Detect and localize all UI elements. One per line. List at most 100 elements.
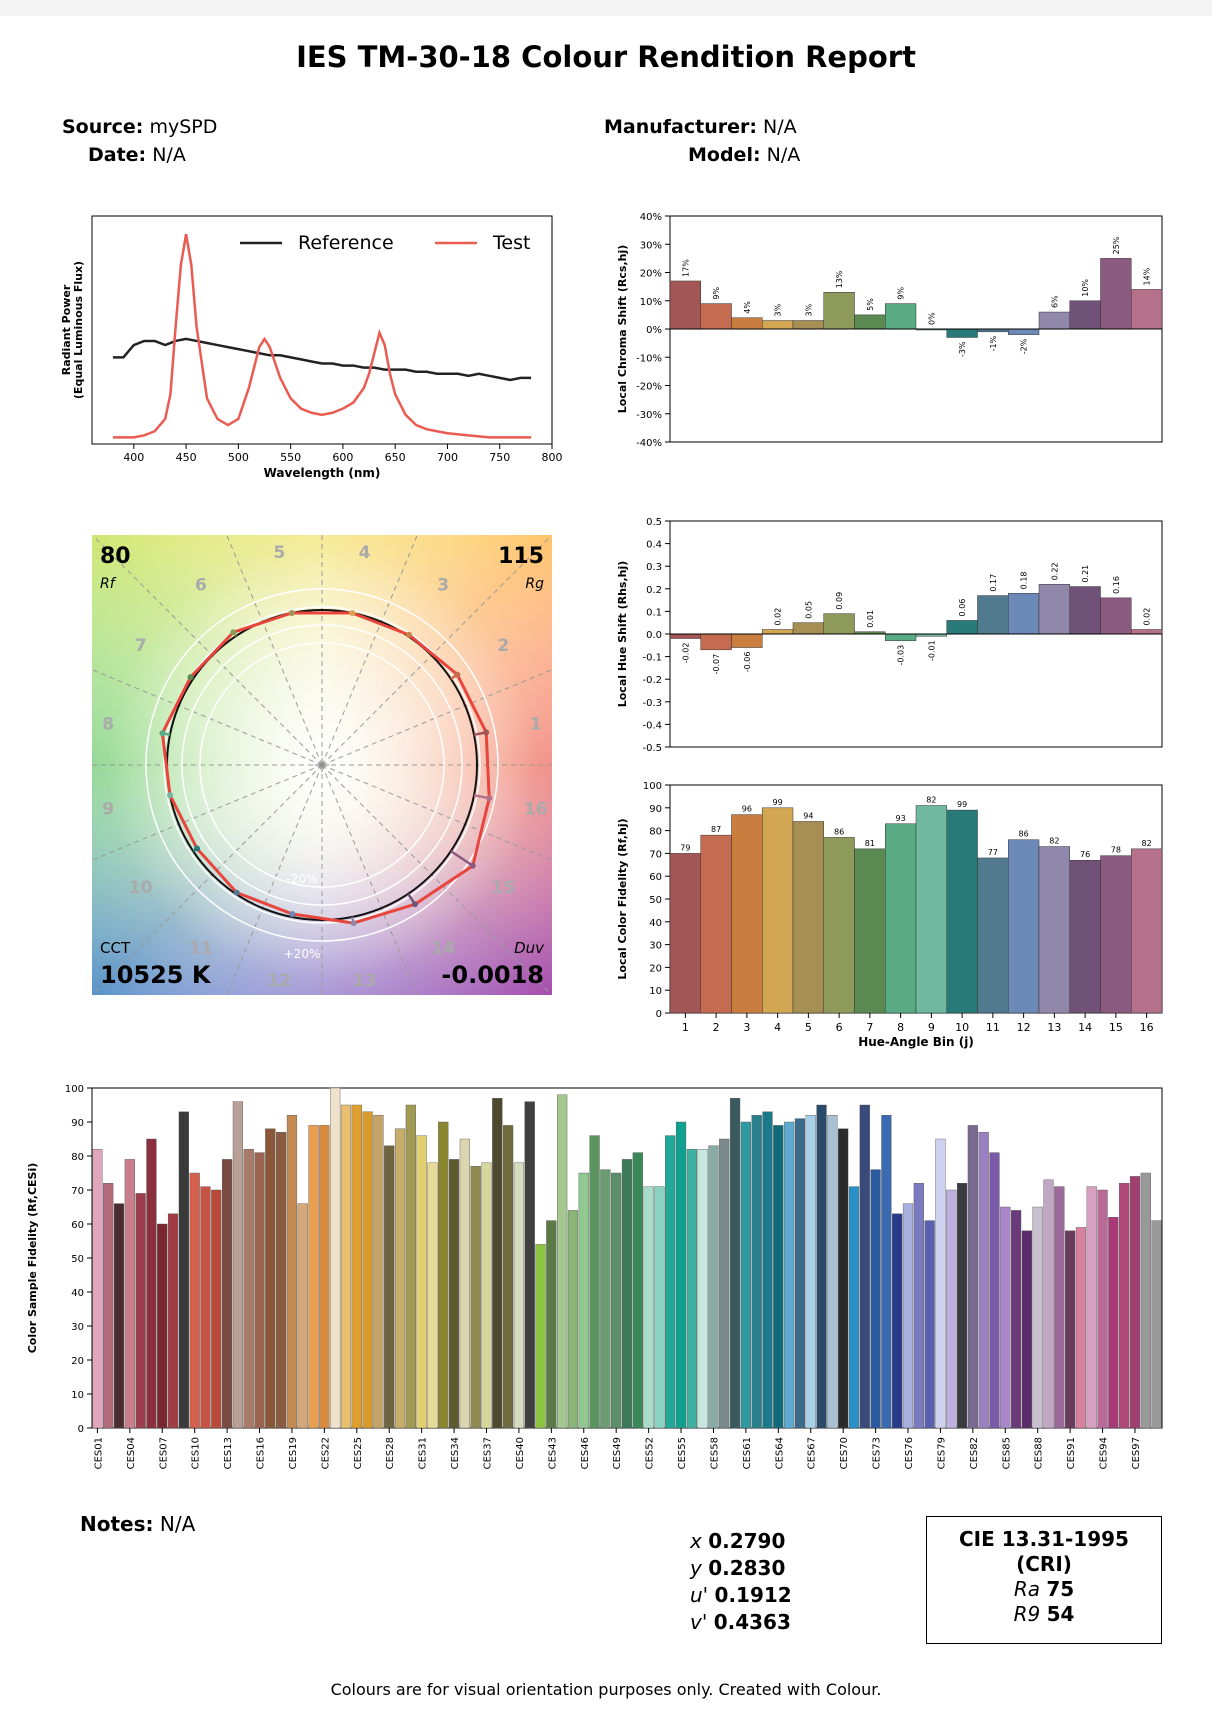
- sf-xtick-label: CES34: [450, 1437, 461, 1469]
- sf-bar: [967, 1125, 978, 1429]
- local-fidelity-bar: [885, 823, 917, 1014]
- sf-xtick-label: CES97: [1131, 1437, 1142, 1469]
- cvg-arrow-head: [193, 845, 200, 852]
- sf-xtick-label: CES49: [612, 1437, 623, 1469]
- sf-bar: [729, 1098, 741, 1429]
- sf-bar: [297, 1203, 308, 1429]
- cvg-bin-number: 7: [135, 636, 147, 656]
- sf-bar: [686, 1148, 697, 1429]
- sf-bar: [1000, 1206, 1011, 1429]
- chroma-shift-bar: [792, 320, 824, 330]
- cvg-bin-number: 4: [359, 543, 371, 563]
- sf-bar: [1010, 1210, 1022, 1429]
- local-fidelity-xtick-label: 7: [866, 1021, 873, 1034]
- local-fidelity-bar: [700, 834, 732, 1014]
- r9-value: 54: [1046, 1602, 1075, 1626]
- sf-xtick-label: CES88: [1034, 1437, 1045, 1469]
- sf-bar: [546, 1220, 557, 1429]
- hue-shift-ytick-label: -0.2: [642, 675, 662, 686]
- local-fidelity-data-label: 82: [1142, 839, 1152, 848]
- sf-bar: [881, 1115, 892, 1429]
- sf-bar: [621, 1159, 633, 1429]
- hue-shift-ylabel: Local Hue Shift (Rhs,hj): [616, 561, 629, 708]
- sf-bar: [535, 1244, 546, 1429]
- sf-bar: [600, 1169, 611, 1429]
- hue-shift-svg: -0.5 -0.4 -0.3 -0.2 -0.1 0.0 0.1 0.2 0.3 0.4 0.5 Lo…: [616, 517, 1163, 754]
- sf-xtick-label: CES01: [93, 1437, 104, 1469]
- hue-shift-data-label: 0.21: [1081, 565, 1090, 583]
- hue-shift-bar: [885, 633, 917, 642]
- cvg-arrow-head: [469, 862, 476, 869]
- local-fidelity-bar: [731, 814, 763, 1014]
- sf-bar: [416, 1135, 427, 1429]
- sf-bar: [200, 1186, 211, 1429]
- sf-bar: [1151, 1220, 1162, 1429]
- sf-xtick-label: CES04: [126, 1437, 137, 1469]
- spd-xtick-label: 400: [123, 451, 144, 464]
- local-fidelity-data-label: 82: [1049, 837, 1059, 846]
- local-fidelity-xtick-label: 5: [805, 1021, 812, 1034]
- local-fidelity-ytick-label: 50: [649, 895, 662, 906]
- sf-xtick-label: CES70: [839, 1437, 850, 1469]
- chroma-shift-data-label: 3%: [774, 303, 783, 316]
- sf-xtick-label: CES28: [385, 1437, 396, 1469]
- chroma-shift-ytick-label: 40%: [640, 212, 662, 223]
- cvg-arrow: [450, 850, 474, 867]
- local-fidelity-bar: [1038, 846, 1070, 1014]
- sf-bar: [373, 1115, 384, 1429]
- local-fidelity-bar: [1100, 855, 1132, 1014]
- cvg-plus-label: +20%: [284, 947, 321, 961]
- sf-bar: [405, 1104, 416, 1429]
- hue-shift-data-label: 0.22: [1050, 562, 1059, 580]
- sf-bar: [1075, 1227, 1087, 1429]
- cvg-bin-number: 13: [353, 971, 377, 991]
- cvg-bin-number: 8: [102, 714, 114, 734]
- date-value: N/A: [152, 144, 186, 166]
- sf-bar: [1086, 1186, 1097, 1429]
- spd-svg: 400 450 500 550 600 650 700 750 800 Wavelength (n…: [60, 215, 563, 480]
- sf-bar: [643, 1186, 654, 1429]
- sf-bar: [427, 1162, 438, 1429]
- local-fidelity-ytick-label: 40: [649, 918, 662, 929]
- spd-xtick-label: 500: [228, 451, 249, 464]
- sf-bar: [1054, 1186, 1065, 1429]
- sf-bar: [1140, 1172, 1151, 1429]
- cvg-rf-value: 80: [100, 544, 131, 569]
- local-fidelity-xtick-label: 3: [743, 1021, 750, 1034]
- chroma-shift-ylabel: Local Chroma Shift (Rcs,hj): [616, 245, 629, 413]
- sf-xtick-label: CES76: [904, 1437, 915, 1469]
- chroma-shift-ytick-label: 30%: [640, 240, 662, 251]
- chroma-shift-bar: [1038, 311, 1070, 330]
- ra-value: 75: [1046, 1577, 1075, 1601]
- chroma-shift-data-label: 25%: [1112, 236, 1121, 254]
- sf-bar: [697, 1148, 708, 1429]
- source-row: Source: mySPD: [62, 116, 217, 138]
- sf-bar: [146, 1138, 157, 1429]
- chroma-shift-ytick-label: 20%: [640, 269, 662, 280]
- sf-bar: [816, 1104, 827, 1429]
- cvg-bin-number: 14: [431, 938, 455, 958]
- cvg-bin-number: 10: [129, 878, 153, 898]
- spd-xtick-label: 600: [332, 451, 353, 464]
- chroma-shift-data-label: 10%: [1081, 279, 1090, 297]
- chroma-shift-bar: [1069, 300, 1101, 330]
- sf-bar: [124, 1159, 135, 1429]
- sf-xtick-label: CES22: [320, 1437, 331, 1469]
- local-fidelity-xtick-label: 2: [713, 1021, 720, 1034]
- local-fidelity-xtick-label: 4: [774, 1021, 781, 1034]
- sf-bar: [557, 1094, 568, 1429]
- sf-bar: [286, 1115, 298, 1429]
- hue-shift-bar: [700, 633, 732, 651]
- local-fidelity-data-label: 96: [742, 805, 752, 814]
- cvg-arrow-head: [230, 629, 237, 636]
- chroma-shift-data-label: -3%: [958, 341, 967, 357]
- sf-xtick-label: CES85: [1001, 1437, 1012, 1469]
- sf-xtick-label: CES79: [936, 1437, 947, 1469]
- hue-shift-bar: [823, 613, 855, 635]
- hue-shift-ytick-label: 0.0: [646, 630, 662, 641]
- sf-bar: [924, 1220, 935, 1429]
- local-fidelity-svg: 0 10 20 30 40 50 60 70 80 90 100 Local Color Fideli…: [616, 781, 1163, 1049]
- hue-shift-data-label: -0.03: [897, 645, 906, 666]
- sf-bar: [956, 1182, 968, 1429]
- sf-bar: [384, 1145, 395, 1429]
